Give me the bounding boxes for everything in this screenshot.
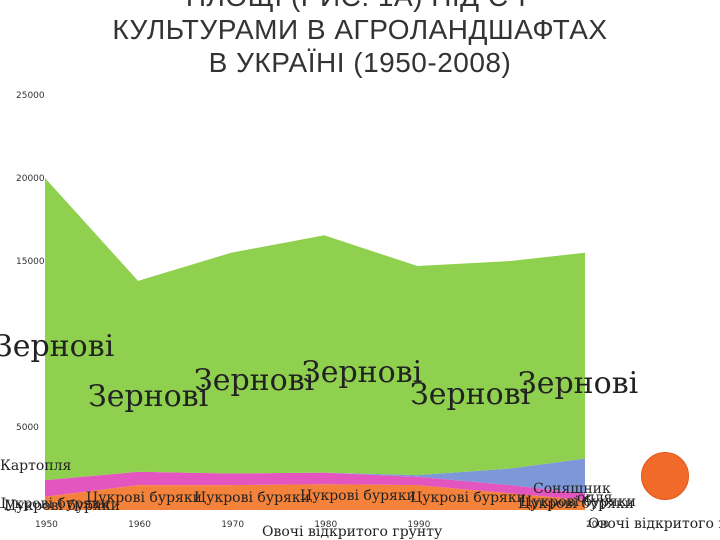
title-line-3: В УКРАЇНІ (1950-2008) [208,47,512,78]
x-tick-label-3: 1980 [314,520,337,530]
potato-label-partial: опля [577,490,613,506]
beet-label-3: Цукрові буряки [194,490,310,506]
area-series-2 [45,458,585,494]
area-series-3 [45,178,585,481]
y-tick-label-2: 15000 [16,257,45,267]
grain-label-4: Зернові [410,377,530,412]
area-series-0 [45,484,585,510]
beet-label-0: Цукрові буряки [0,496,110,512]
x-tick-label-1: 1960 [128,520,151,530]
potato-label: Картопля [0,458,72,474]
grain-label-1: Зернові [88,379,208,414]
grain-label-3: Зернові [302,355,422,390]
beet-label-1: Цукрові буряки [4,498,120,514]
title-line-2: КУЛЬТУРАМИ В АГРОЛАНДШАФТАХ [112,14,608,45]
grain-label-2: Зернові [194,363,314,398]
title-line-1: ПЛОЩІ (РИС. 1А) ПІД С-Г [0,0,720,13]
grain-label-0: Зернові [0,329,114,364]
beet-label-6: Цукрові буряки [518,496,634,512]
chart-title: ПЛОЩІ (РИС. 1А) ПІД С-Г КУЛЬТУРАМИ В АГР… [0,0,720,79]
y-tick-label-0: 25000 [16,91,45,101]
vegetables-label-2008: Овочі відкритого грунту [588,516,720,532]
vegetables-label: Овочі відкритого грунту [262,524,443,540]
beet-label-4: Цукрові буряки [300,488,416,504]
x-tick-label-4: 1990 [407,520,430,530]
orange-circle-button[interactable] [641,452,689,500]
y-tick-label-1: 20000 [16,174,45,184]
y-tick-label-3: 5000 [16,423,39,433]
beet-label-5: Цукрові буряки [410,490,526,506]
x-tick-label-5: 2008 [586,520,609,530]
beet-label-2: Цукрові буряки [86,490,202,506]
grain-label-5: Зернові [518,366,638,401]
sunflower-label: Соняшник [533,481,611,497]
x-tick-label-2: 1970 [221,520,244,530]
area-series-1 [45,471,585,500]
beet-label-7: Цукрові буряки [520,494,636,510]
x-tick-label-0: 1950 [35,520,58,530]
